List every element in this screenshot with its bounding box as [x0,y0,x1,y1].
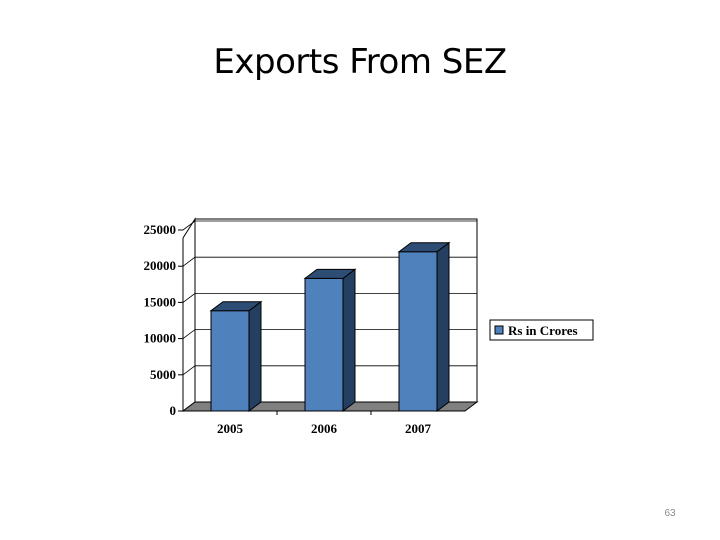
y-tick-label: 5000 [150,367,176,382]
gridline [182,256,477,267]
bar-2005 [209,300,263,412]
side-wall [182,217,196,412]
y-tick-label: 0 [170,403,177,418]
bar-top [209,301,263,312]
bar-front [210,310,250,412]
bar-side [342,268,356,412]
chart-legend: Rs in Crores [489,319,594,341]
y-tick-label: 15000 [144,294,177,309]
bar-side [248,300,262,412]
y-tick-label: 20000 [144,258,177,273]
bar-front [398,251,438,412]
page-number: 63 [664,508,676,519]
gridline [182,365,477,376]
x-category-label: 2007 [405,421,432,436]
x-axis-labels: 2005 2006 2007 [217,411,432,436]
y-axis-ticks: 0 5000 10000 15000 20000 25000 [144,222,183,418]
y-tick-label: 10000 [144,331,177,346]
legend-swatch [494,325,504,335]
legend-label: Rs in Crores [508,323,578,338]
bar-front [304,277,344,412]
bar-side [436,241,450,412]
y-tick-label: 25000 [144,222,177,237]
bar-top [303,268,357,279]
gridline [182,220,477,231]
chart-bars [209,241,451,412]
bar-2007 [397,241,451,412]
bar-2006 [303,268,357,412]
x-category-label: 2005 [217,421,244,436]
gridline [182,329,477,339]
slide-title: Exports From SEZ [213,42,507,82]
chart-gridlines [182,220,477,376]
bar-top [397,242,451,253]
legend-box [489,319,594,341]
gridline [182,292,477,303]
x-category-label: 2006 [311,421,338,436]
